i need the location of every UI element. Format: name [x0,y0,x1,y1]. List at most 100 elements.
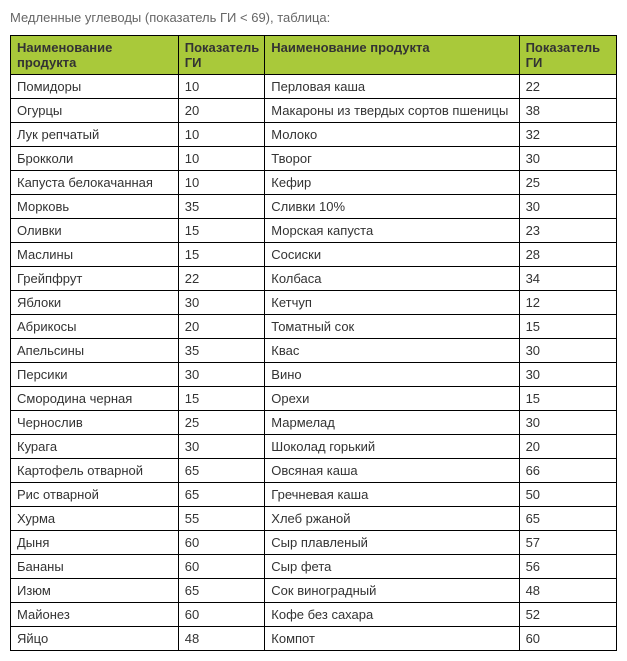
cell-gi-1: 25 [178,411,265,435]
cell-name-2: Морская капуста [265,219,519,243]
cell-name-1: Майонез [11,603,179,627]
cell-gi-2: 28 [519,243,616,267]
cell-gi-2: 50 [519,483,616,507]
cell-name-2: Творог [265,147,519,171]
table-row: Рис отварной65Гречневая каша50 [11,483,617,507]
cell-name-2: Сок виноградный [265,579,519,603]
cell-gi-1: 22 [178,267,265,291]
cell-name-1: Оливки [11,219,179,243]
cell-gi-2: 38 [519,99,616,123]
cell-gi-1: 60 [178,555,265,579]
cell-gi-1: 65 [178,579,265,603]
table-row: Персики30Вино30 [11,363,617,387]
cell-gi-2: 30 [519,411,616,435]
table-row: Абрикосы20Томатный сок15 [11,315,617,339]
table-row: Дыня60Сыр плавленый57 [11,531,617,555]
cell-name-1: Помидоры [11,75,179,99]
cell-name-1: Яблоки [11,291,179,315]
table-row: Помидоры10Перловая каша22 [11,75,617,99]
cell-gi-2: 60 [519,627,616,651]
table-row: Оливки15Морская капуста23 [11,219,617,243]
table-row: Огурцы20Макароны из твердых сортов пшени… [11,99,617,123]
cell-gi-2: 34 [519,267,616,291]
table-row: Брокколи10Творог30 [11,147,617,171]
cell-name-2: Сосиски [265,243,519,267]
table-row: Маслины15Сосиски28 [11,243,617,267]
cell-gi-2: 15 [519,315,616,339]
cell-name-2: Вино [265,363,519,387]
cell-gi-1: 15 [178,219,265,243]
cell-name-2: Макароны из твердых сортов пшеницы [265,99,519,123]
table-row: Курага30Шоколад горький20 [11,435,617,459]
cell-gi-1: 65 [178,459,265,483]
table-row: Майонез60Кофе без сахара52 [11,603,617,627]
cell-gi-2: 32 [519,123,616,147]
table-row: Грейпфрут22Колбаса34 [11,267,617,291]
cell-name-1: Маслины [11,243,179,267]
cell-name-2: Квас [265,339,519,363]
cell-gi-2: 25 [519,171,616,195]
cell-name-1: Яйцо [11,627,179,651]
cell-name-2: Шоколад горький [265,435,519,459]
cell-gi-2: 30 [519,147,616,171]
cell-gi-2: 23 [519,219,616,243]
cell-name-2: Сыр фета [265,555,519,579]
cell-gi-1: 35 [178,339,265,363]
cell-gi-2: 48 [519,579,616,603]
cell-name-1: Брокколи [11,147,179,171]
cell-name-1: Морковь [11,195,179,219]
cell-name-1: Грейпфрут [11,267,179,291]
table-row: Яблоки30Кетчуп12 [11,291,617,315]
cell-gi-1: 15 [178,243,265,267]
col-header-name-1: Наименование продукта [11,36,179,75]
cell-gi-1: 60 [178,531,265,555]
cell-name-1: Бананы [11,555,179,579]
cell-name-2: Хлеб ржаной [265,507,519,531]
cell-name-1: Рис отварной [11,483,179,507]
table-row: Яйцо48Компот60 [11,627,617,651]
cell-gi-2: 66 [519,459,616,483]
cell-name-1: Капуста белокачанная [11,171,179,195]
cell-name-2: Кофе без сахара [265,603,519,627]
cell-name-2: Томатный сок [265,315,519,339]
cell-gi-2: 57 [519,531,616,555]
cell-name-1: Хурма [11,507,179,531]
cell-gi-1: 20 [178,99,265,123]
cell-name-2: Молоко [265,123,519,147]
table-row: Смородина черная15Орехи15 [11,387,617,411]
table-row: Картофель отварной65Овсяная каша66 [11,459,617,483]
cell-name-2: Орехи [265,387,519,411]
table-row: Изюм65Сок виноградный48 [11,579,617,603]
cell-name-2: Мармелад [265,411,519,435]
cell-gi-1: 35 [178,195,265,219]
cell-name-2: Колбаса [265,267,519,291]
cell-gi-2: 52 [519,603,616,627]
cell-gi-1: 55 [178,507,265,531]
cell-gi-2: 12 [519,291,616,315]
cell-name-2: Гречневая каша [265,483,519,507]
col-header-gi-1: Показатель ГИ [178,36,265,75]
cell-name-1: Абрикосы [11,315,179,339]
cell-gi-1: 30 [178,363,265,387]
cell-gi-1: 10 [178,147,265,171]
cell-gi-1: 10 [178,123,265,147]
cell-name-1: Курага [11,435,179,459]
col-header-name-2: Наименование продукта [265,36,519,75]
cell-name-2: Кефир [265,171,519,195]
cell-name-2: Кетчуп [265,291,519,315]
cell-gi-2: 20 [519,435,616,459]
gi-table: Наименование продукта Показатель ГИ Наим… [10,35,617,651]
cell-gi-1: 30 [178,291,265,315]
table-row: Капуста белокачанная10Кефир25 [11,171,617,195]
cell-gi-1: 10 [178,171,265,195]
table-row: Лук репчатый10Молоко32 [11,123,617,147]
cell-gi-1: 20 [178,315,265,339]
table-row: Хурма55Хлеб ржаной65 [11,507,617,531]
cell-name-1: Чернослив [11,411,179,435]
cell-name-2: Овсяная каша [265,459,519,483]
cell-gi-2: 56 [519,555,616,579]
cell-gi-2: 15 [519,387,616,411]
table-row: Чернослив25Мармелад30 [11,411,617,435]
cell-name-1: Лук репчатый [11,123,179,147]
cell-gi-2: 22 [519,75,616,99]
